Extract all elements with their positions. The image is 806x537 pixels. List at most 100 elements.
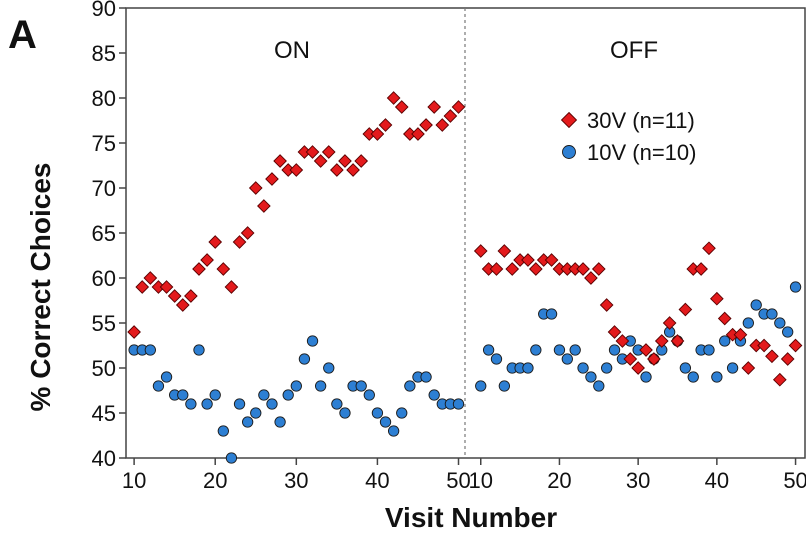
x-tick-label: 50 [783, 468, 806, 493]
y-tick-label: 50 [92, 356, 116, 381]
point-10v [766, 308, 778, 320]
point-30v [346, 163, 360, 177]
point-30v [192, 262, 206, 276]
legend: 30V (n=11) 10V (n=10) [560, 108, 696, 165]
point-30v [159, 280, 174, 294]
point-10v [452, 398, 465, 410]
x-tick-label: 40 [705, 468, 729, 493]
legend-label: 10V (n=10) [587, 140, 696, 165]
point-10v [774, 317, 786, 329]
point-10v [314, 380, 327, 392]
point-10v [490, 353, 503, 365]
point-10v [266, 398, 278, 410]
point-10v [306, 335, 319, 347]
point-30v [757, 338, 771, 353]
point-10v [250, 407, 262, 419]
point-30v [135, 280, 150, 294]
point-30v [240, 226, 255, 240]
point-10v [225, 452, 238, 464]
point-30v [216, 262, 231, 276]
point-10v [711, 371, 723, 383]
y-tick-label: 40 [92, 446, 116, 471]
point-30v [741, 361, 756, 375]
point-10v [379, 416, 392, 428]
point-30v [505, 262, 520, 276]
point-30v [647, 352, 661, 366]
point-10v [201, 398, 213, 410]
plot-area [125, 7, 806, 459]
point-10v [152, 380, 165, 392]
point-30v [780, 352, 795, 366]
x-tick-label: 30 [626, 468, 650, 493]
point-10v [177, 389, 189, 401]
point-30v [591, 262, 606, 276]
x-tick-label: 20 [547, 468, 571, 493]
point-10v [577, 362, 589, 374]
point-30v [528, 262, 543, 276]
point-10v [585, 371, 597, 383]
point-10v [719, 335, 731, 347]
point-30v [167, 289, 182, 303]
y-axis-title: % Correct Choices [25, 163, 56, 412]
point-10v [569, 344, 581, 356]
point-10v [789, 281, 802, 293]
panel-letter: A [8, 13, 37, 57]
point-30v [489, 262, 504, 276]
legend-marker-30v [560, 111, 578, 129]
y-tick-label: 70 [92, 176, 116, 201]
point-10v [371, 407, 384, 419]
y-tick-label: 80 [92, 86, 116, 111]
y-tick-label: 45 [92, 401, 116, 426]
point-30v [248, 181, 263, 195]
point-30v [623, 352, 638, 366]
y-tick-label: 60 [92, 266, 116, 291]
point-10v [498, 380, 511, 392]
x-tick-label: 30 [284, 468, 308, 493]
point-30v [386, 91, 401, 105]
point-10v [475, 380, 487, 392]
point-30v [330, 163, 344, 177]
x-tick-label: 10 [468, 468, 492, 493]
point-30v [473, 244, 488, 258]
point-10v [782, 326, 794, 338]
point-30v [599, 298, 614, 312]
point-30v [435, 118, 450, 132]
point-10v [742, 317, 754, 329]
legend-marker-10v [562, 145, 576, 159]
point-30v [427, 100, 442, 114]
point-30v [670, 334, 685, 348]
legend-label: 30V (n=11) [587, 108, 695, 133]
point-30v [232, 235, 247, 249]
point-10v [144, 344, 156, 356]
x-tick-label: 20 [203, 468, 227, 493]
point-30v [257, 199, 271, 213]
point-30v [615, 334, 630, 348]
point-10v [331, 398, 343, 410]
point-30v [411, 127, 425, 141]
point-30v [370, 127, 385, 141]
point-30v [576, 262, 590, 276]
point-30v [143, 271, 158, 285]
point-10v [339, 407, 351, 419]
point-30v [702, 241, 716, 256]
x-tick-label: 50 [446, 468, 470, 493]
panel-title-off: OFF [610, 37, 658, 64]
point-30v [733, 327, 748, 342]
point-10v [209, 389, 221, 401]
point-30v [208, 235, 223, 249]
point-30v [175, 298, 190, 312]
point-10v [640, 371, 652, 383]
point-10v [290, 380, 302, 392]
point-10v [608, 344, 621, 356]
data-points [127, 91, 803, 464]
panel-title-on: ON [274, 37, 310, 64]
point-30v [289, 163, 304, 177]
point-30v [338, 154, 352, 168]
point-10v [750, 299, 762, 311]
point-10v [387, 425, 400, 437]
point-30v [184, 289, 198, 303]
y-tick-label: 85 [92, 41, 116, 66]
point-30v [788, 338, 803, 353]
